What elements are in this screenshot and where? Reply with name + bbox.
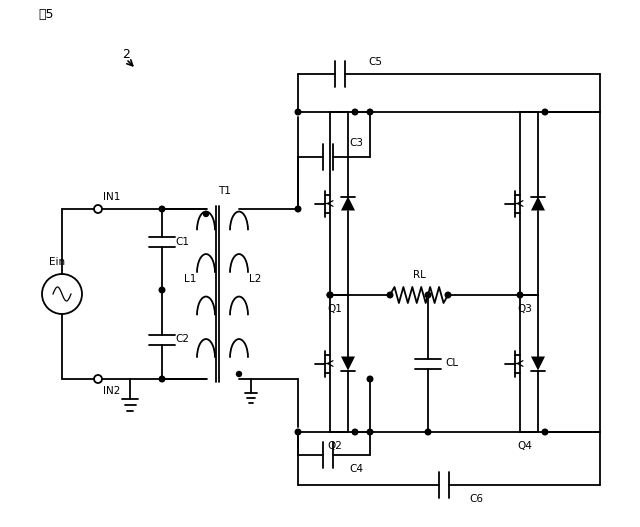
Circle shape: [367, 429, 372, 435]
Circle shape: [352, 109, 358, 115]
Text: Q2: Q2: [328, 441, 342, 451]
Polygon shape: [341, 197, 355, 210]
Text: Q3: Q3: [518, 304, 532, 314]
Text: IN2: IN2: [103, 386, 120, 396]
Circle shape: [445, 292, 451, 298]
Circle shape: [367, 109, 372, 115]
Circle shape: [159, 206, 165, 212]
Text: CL: CL: [445, 358, 459, 368]
Text: C2: C2: [175, 335, 189, 345]
Text: C3: C3: [349, 138, 363, 148]
Circle shape: [352, 429, 358, 435]
Text: RL: RL: [413, 270, 426, 280]
Circle shape: [367, 376, 372, 382]
Circle shape: [517, 292, 523, 298]
Circle shape: [542, 429, 548, 435]
Text: Ein: Ein: [49, 257, 65, 267]
Text: C6: C6: [469, 494, 483, 504]
Circle shape: [159, 376, 165, 382]
Circle shape: [204, 211, 209, 217]
Circle shape: [295, 109, 301, 115]
Text: 囵5: 囵5: [38, 8, 54, 22]
Circle shape: [327, 292, 333, 298]
Text: C1: C1: [175, 237, 189, 247]
Text: IN1: IN1: [103, 192, 120, 202]
Circle shape: [425, 292, 431, 298]
Circle shape: [542, 109, 548, 115]
Circle shape: [295, 429, 301, 435]
Text: L2: L2: [249, 274, 261, 284]
Text: T1: T1: [219, 186, 232, 196]
Circle shape: [159, 287, 165, 293]
Text: 2: 2: [122, 48, 130, 62]
Circle shape: [327, 292, 333, 298]
Text: L1: L1: [184, 274, 196, 284]
Polygon shape: [341, 356, 355, 370]
Circle shape: [425, 429, 431, 435]
Text: Q1: Q1: [328, 304, 342, 314]
Text: C4: C4: [349, 464, 363, 474]
Circle shape: [387, 292, 393, 298]
Text: C5: C5: [368, 57, 382, 67]
Polygon shape: [531, 356, 545, 370]
Circle shape: [295, 206, 301, 212]
Text: Q4: Q4: [518, 441, 532, 451]
Circle shape: [237, 372, 241, 376]
Polygon shape: [531, 197, 545, 210]
